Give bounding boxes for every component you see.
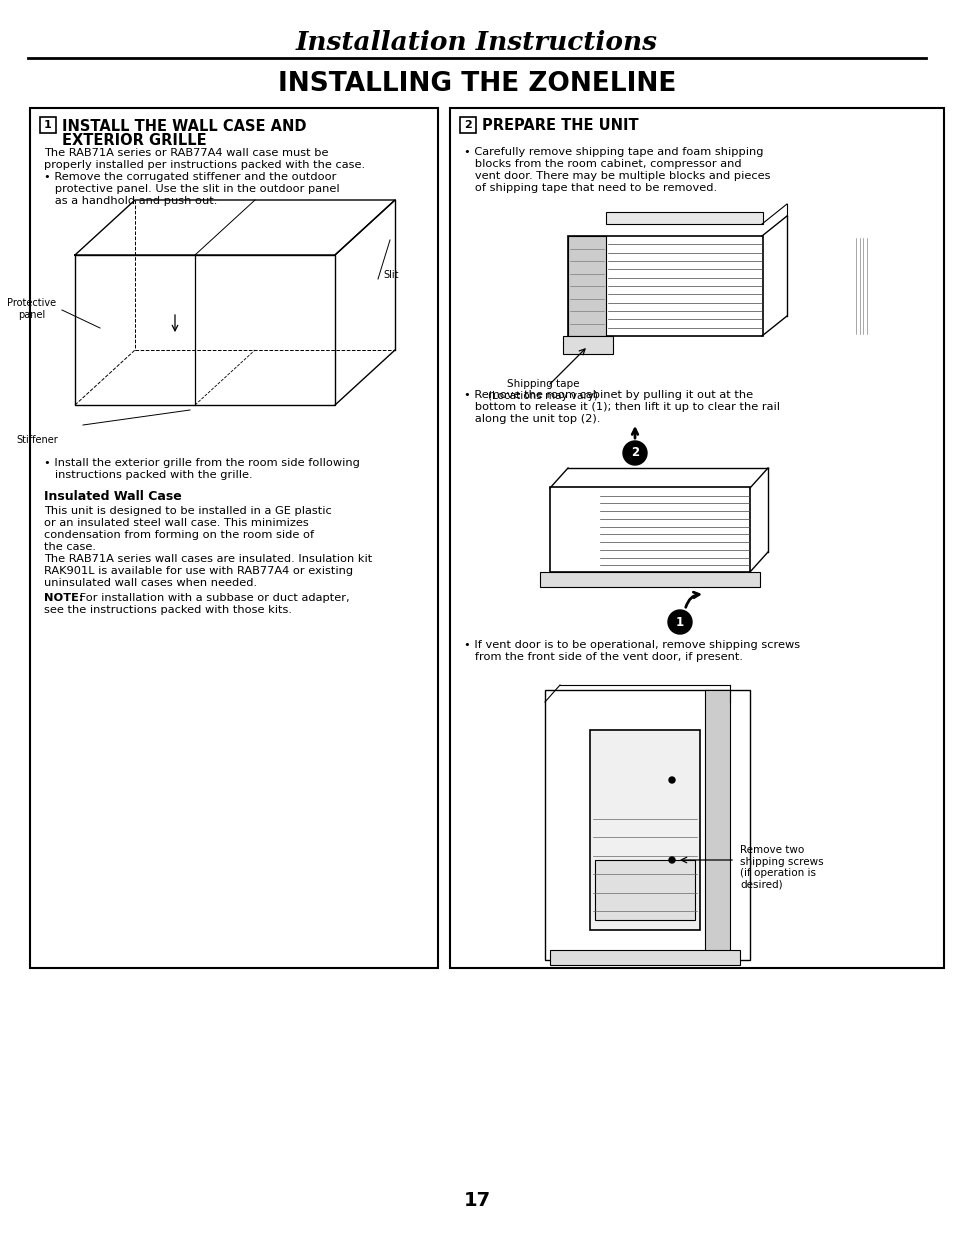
Text: • If vent door is to be operational, remove shipping screws: • If vent door is to be operational, rem… [463, 640, 800, 650]
Bar [459, 117, 476, 133]
Text: Shipping tape
(Locations may vary): Shipping tape (Locations may vary) [488, 379, 598, 401]
Text: uninsulated wall cases when needed.: uninsulated wall cases when needed. [44, 578, 257, 588]
Bar [595, 860, 695, 920]
Bar [589, 730, 700, 930]
Text: 2: 2 [464, 120, 472, 130]
Text: instructions packed with the grille.: instructions packed with the grille. [44, 471, 253, 480]
Bar [450, 107, 943, 968]
Text: • Carefully remove shipping tape and foam shipping: • Carefully remove shipping tape and foa… [463, 147, 762, 157]
Bar [544, 690, 749, 960]
Text: PREPARE THE UNIT: PREPARE THE UNIT [481, 119, 638, 133]
Text: the case.: the case. [44, 542, 96, 552]
Text: from the front side of the vent door, if present.: from the front side of the vent door, if… [463, 652, 742, 662]
Text: Stiffener: Stiffener [16, 435, 58, 445]
Text: condensation from forming on the room side of: condensation from forming on the room si… [44, 530, 314, 540]
Text: INSTALL THE WALL CASE AND: INSTALL THE WALL CASE AND [62, 119, 306, 135]
Text: Slit: Slit [382, 270, 398, 280]
Text: properly installed per instructions packed with the case.: properly installed per instructions pack… [44, 161, 365, 170]
Text: Insulated Wall Case: Insulated Wall Case [44, 490, 182, 503]
Circle shape [667, 610, 691, 634]
Circle shape [668, 857, 675, 863]
Text: Installation Instructions: Installation Instructions [295, 30, 658, 54]
Text: The RAB71A series or RAB77A4 wall case must be: The RAB71A series or RAB77A4 wall case m… [44, 148, 328, 158]
Bar [562, 336, 613, 354]
Text: of shipping tape that need to be removed.: of shipping tape that need to be removed… [463, 183, 717, 193]
Bar [704, 690, 729, 960]
Text: bottom to release it (1); then lift it up to clear the rail: bottom to release it (1); then lift it u… [463, 403, 780, 412]
Bar [605, 212, 762, 224]
Bar [567, 236, 605, 336]
Text: INSTALLING THE ZONELINE: INSTALLING THE ZONELINE [277, 70, 676, 98]
Text: This unit is designed to be installed in a GE plastic: This unit is designed to be installed in… [44, 506, 332, 516]
Text: 1: 1 [44, 120, 51, 130]
Bar [550, 487, 598, 572]
Text: 1: 1 [676, 615, 683, 629]
Bar [539, 572, 760, 587]
Bar [40, 117, 56, 133]
Bar [550, 950, 740, 965]
Bar [30, 107, 437, 968]
Text: • Remove the corrugated stiffener and the outdoor: • Remove the corrugated stiffener and th… [44, 172, 336, 182]
Text: protective panel. Use the slit in the outdoor panel: protective panel. Use the slit in the ou… [44, 184, 339, 194]
Text: The RAB71A series wall cases are insulated. Insulation kit: The RAB71A series wall cases are insulat… [44, 555, 372, 564]
Text: 2: 2 [630, 447, 639, 459]
Text: see the instructions packed with those kits.: see the instructions packed with those k… [44, 605, 292, 615]
Text: RAK901L is available for use with RAB77A4 or existing: RAK901L is available for use with RAB77A… [44, 566, 353, 576]
Text: along the unit top (2).: along the unit top (2). [463, 414, 599, 424]
Text: • Install the exterior grille from the room side following: • Install the exterior grille from the r… [44, 458, 359, 468]
Circle shape [622, 441, 646, 466]
Text: For installation with a subbase or duct adapter,: For installation with a subbase or duct … [76, 593, 349, 603]
Text: vent door. There may be multiple blocks and pieces: vent door. There may be multiple blocks … [463, 170, 770, 182]
Text: Protective: Protective [8, 298, 56, 308]
Text: NOTE:: NOTE: [44, 593, 84, 603]
Text: panel: panel [18, 310, 46, 320]
Text: 17: 17 [463, 1191, 490, 1209]
Text: EXTERIOR GRILLE: EXTERIOR GRILLE [62, 133, 207, 148]
Bar [550, 487, 749, 572]
Text: as a handhold and push out.: as a handhold and push out. [44, 196, 217, 206]
Text: or an insulated steel wall case. This minimizes: or an insulated steel wall case. This mi… [44, 517, 309, 529]
Circle shape [668, 777, 675, 783]
Text: Remove two
shipping screws
(if operation is
desired): Remove two shipping screws (if operation… [740, 845, 822, 889]
Text: blocks from the room cabinet, compressor and: blocks from the room cabinet, compressor… [463, 159, 740, 169]
Text: • Remove the room cabinet by pulling it out at the: • Remove the room cabinet by pulling it … [463, 390, 752, 400]
Bar [567, 236, 762, 336]
